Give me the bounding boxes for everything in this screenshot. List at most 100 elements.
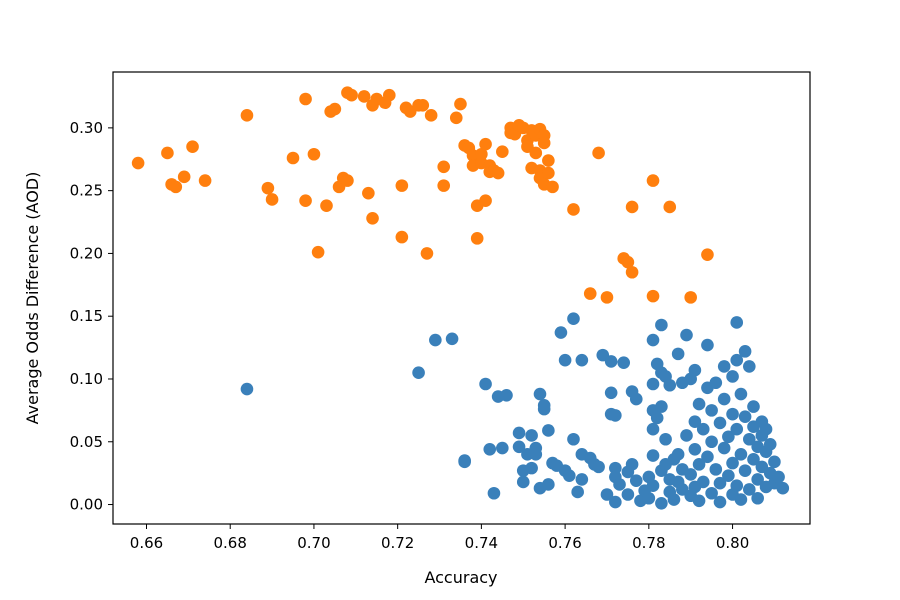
data-point (558, 353, 572, 367)
data-point (261, 181, 275, 195)
data-point (738, 410, 752, 423)
data-point (646, 449, 660, 462)
y-tick-label: 0.15 (70, 307, 103, 325)
data-point (512, 426, 526, 440)
data-point (705, 404, 718, 417)
data-point (299, 92, 312, 106)
data-point (604, 355, 618, 368)
data-point (646, 377, 660, 391)
data-point (445, 332, 459, 346)
data-point (642, 491, 656, 505)
data-point (625, 265, 639, 279)
data-point (533, 387, 547, 401)
data-point (437, 179, 451, 192)
data-point (763, 437, 777, 451)
data-point (696, 422, 710, 436)
data-point (265, 193, 279, 206)
data-point (299, 194, 312, 207)
data-point (692, 494, 706, 508)
data-point (382, 88, 396, 102)
data-point (759, 422, 773, 436)
data-point (717, 441, 731, 455)
data-point (747, 400, 760, 413)
data-point (328, 102, 342, 116)
data-point (701, 248, 714, 261)
data-point (341, 174, 354, 187)
data-point (680, 429, 693, 442)
data-point (475, 147, 488, 161)
data-point (734, 448, 748, 461)
data-point (709, 376, 723, 390)
data-point (567, 312, 580, 326)
data-point (470, 232, 484, 245)
data-point (357, 90, 371, 103)
data-point (454, 97, 467, 111)
data-point (449, 111, 463, 125)
data-point (722, 469, 735, 482)
data-point (600, 488, 614, 501)
data-point (655, 400, 668, 413)
data-point (659, 432, 672, 446)
data-point (621, 488, 635, 501)
data-point (655, 318, 668, 332)
data-point (537, 402, 551, 416)
data-point (240, 109, 254, 122)
data-point (646, 479, 660, 493)
data-point (734, 387, 748, 401)
data-point (743, 360, 756, 373)
data-point (512, 440, 526, 454)
data-point (542, 478, 555, 491)
data-point (671, 448, 685, 461)
data-point (395, 230, 409, 244)
data-point (479, 377, 492, 391)
data-point (592, 146, 605, 160)
data-point (366, 211, 379, 225)
data-point (542, 424, 555, 437)
data-point (650, 411, 664, 425)
data-point (743, 432, 756, 446)
data-point (516, 475, 530, 489)
data-point (768, 455, 781, 469)
data-point (680, 328, 693, 342)
data-point (747, 453, 760, 466)
data-point (751, 473, 764, 486)
data-point (621, 255, 635, 269)
data-point (726, 407, 739, 421)
data-point (705, 435, 718, 449)
data-point (345, 88, 358, 102)
data-point (240, 382, 254, 396)
data-point (286, 151, 300, 165)
data-point (671, 347, 685, 361)
data-point (646, 174, 660, 187)
data-point (537, 136, 551, 150)
data-point (663, 200, 677, 214)
data-point (479, 194, 492, 207)
data-point (575, 353, 589, 367)
data-point (562, 469, 576, 482)
x-tick-label: 0.78 (632, 534, 665, 552)
data-point (592, 460, 605, 474)
data-point (583, 287, 597, 300)
data-point (571, 485, 584, 499)
data-point (525, 429, 538, 442)
data-points (131, 86, 790, 510)
plot-area-frame (112, 71, 811, 525)
data-point (688, 442, 702, 456)
data-point (655, 496, 668, 510)
series-1 (131, 86, 714, 304)
data-point (730, 353, 744, 367)
data-point (713, 495, 727, 509)
data-point (161, 146, 174, 160)
data-point (600, 291, 614, 304)
data-point (529, 146, 543, 160)
data-point (667, 493, 681, 506)
data-point (726, 370, 739, 383)
data-point (542, 154, 555, 167)
data-point (609, 461, 622, 475)
data-point (609, 409, 622, 422)
data-point (617, 356, 631, 369)
data-point (575, 473, 589, 486)
data-point (437, 160, 451, 174)
data-point (688, 415, 702, 428)
data-point (496, 145, 509, 159)
